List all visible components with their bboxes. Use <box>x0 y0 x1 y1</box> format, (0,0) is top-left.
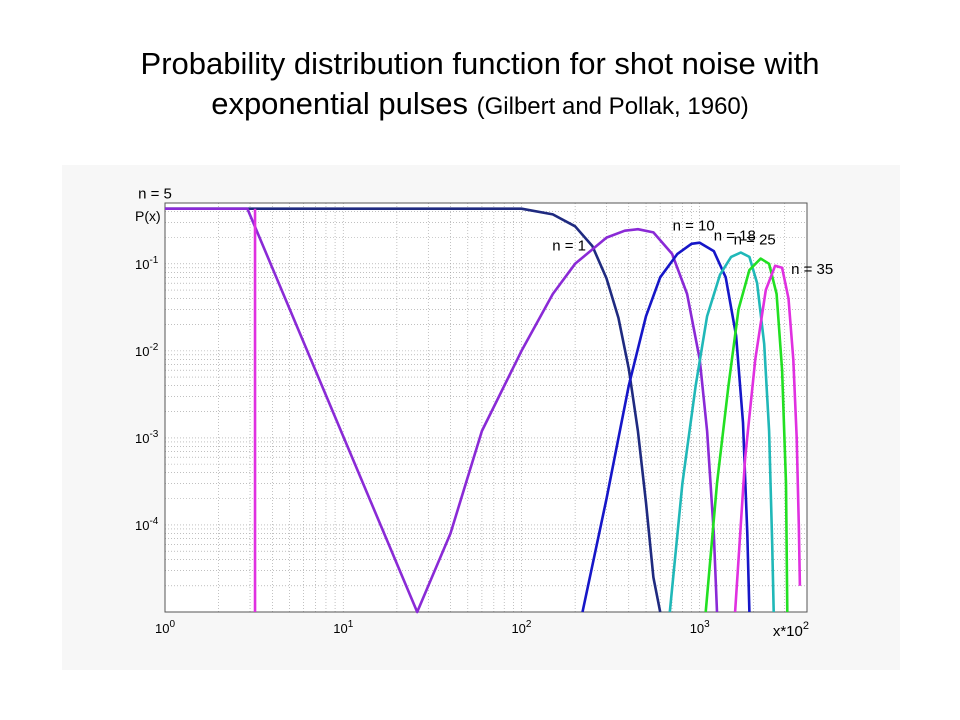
x-tick-label: 100 <box>155 619 175 636</box>
y-axis-label: P(x) <box>135 208 161 224</box>
series-label-6: n = 35 <box>791 261 833 278</box>
series-line-2 <box>165 207 719 614</box>
y-tick-label: 10-1 <box>135 255 159 272</box>
title-line-2-main: exponential pulses <box>211 86 468 121</box>
series-line-6 <box>733 264 802 613</box>
axes-box <box>164 202 808 613</box>
series-label-3: n = 10 <box>673 218 715 235</box>
series-label-5: n = 25 <box>734 232 776 249</box>
slide-title: Probability distribution function for sh… <box>0 44 960 127</box>
title-citation: (Gilbert and Pollak, 1960) <box>476 93 749 120</box>
series-line-4 <box>668 251 775 613</box>
series-label-1: n = 1 <box>552 238 586 255</box>
title-line-2: exponential pulses (Gilbert and Pollak, … <box>0 84 960 127</box>
series-label-4: n = 18 <box>714 227 756 244</box>
chart-area: n = 1 n = 5 n = 10 n = 18 n = 25 n = 35 100 101… <box>62 165 900 670</box>
y-tick-label: 10-3 <box>135 429 159 446</box>
series-label-2: n = 5 <box>138 186 172 203</box>
title-line-1: Probability distribution function for sh… <box>140 46 820 81</box>
pdf-chart: n = 1 n = 5 n = 10n = 18n = 25 n = 35 100 101… <box>135 186 833 640</box>
series-line-1 <box>165 207 662 613</box>
y-tick-label: 10-4 <box>135 516 159 533</box>
series-line-5 <box>704 257 789 613</box>
x-tick-label: 103 <box>690 619 710 636</box>
plot-background <box>165 203 807 612</box>
series-line-3 <box>581 241 751 613</box>
x-axis-label: x*102 <box>773 620 809 640</box>
x-tick-label: 102 <box>511 619 531 636</box>
x-tick-label: 101 <box>333 619 353 636</box>
y-tick-label: 10-2 <box>135 342 159 359</box>
